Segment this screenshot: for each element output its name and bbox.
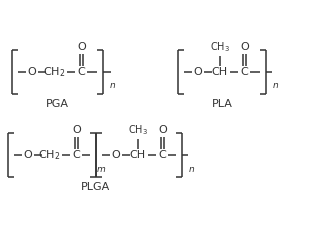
Text: PLGA: PLGA — [80, 182, 110, 192]
Text: O: O — [24, 150, 32, 160]
Text: n: n — [189, 164, 195, 173]
Text: O: O — [112, 150, 120, 160]
Text: CH$_3$: CH$_3$ — [210, 40, 230, 54]
Text: n: n — [273, 80, 279, 90]
Text: CH$_3$: CH$_3$ — [128, 123, 148, 137]
Text: m: m — [97, 164, 105, 173]
Text: C: C — [240, 67, 248, 77]
Text: O: O — [241, 42, 249, 52]
Text: CH$_2$: CH$_2$ — [38, 148, 60, 162]
Text: O: O — [28, 67, 36, 77]
Text: O: O — [78, 42, 86, 52]
Text: O: O — [159, 125, 167, 135]
Text: CH$_2$: CH$_2$ — [43, 65, 65, 79]
Text: C: C — [72, 150, 80, 160]
Text: CH: CH — [211, 67, 227, 77]
Text: n: n — [110, 80, 116, 90]
Text: C: C — [158, 150, 166, 160]
Text: PLA: PLA — [211, 99, 232, 109]
Text: O: O — [73, 125, 81, 135]
Text: O: O — [193, 67, 202, 77]
Text: PGA: PGA — [46, 99, 69, 109]
Text: CH: CH — [129, 150, 145, 160]
Text: C: C — [77, 67, 85, 77]
